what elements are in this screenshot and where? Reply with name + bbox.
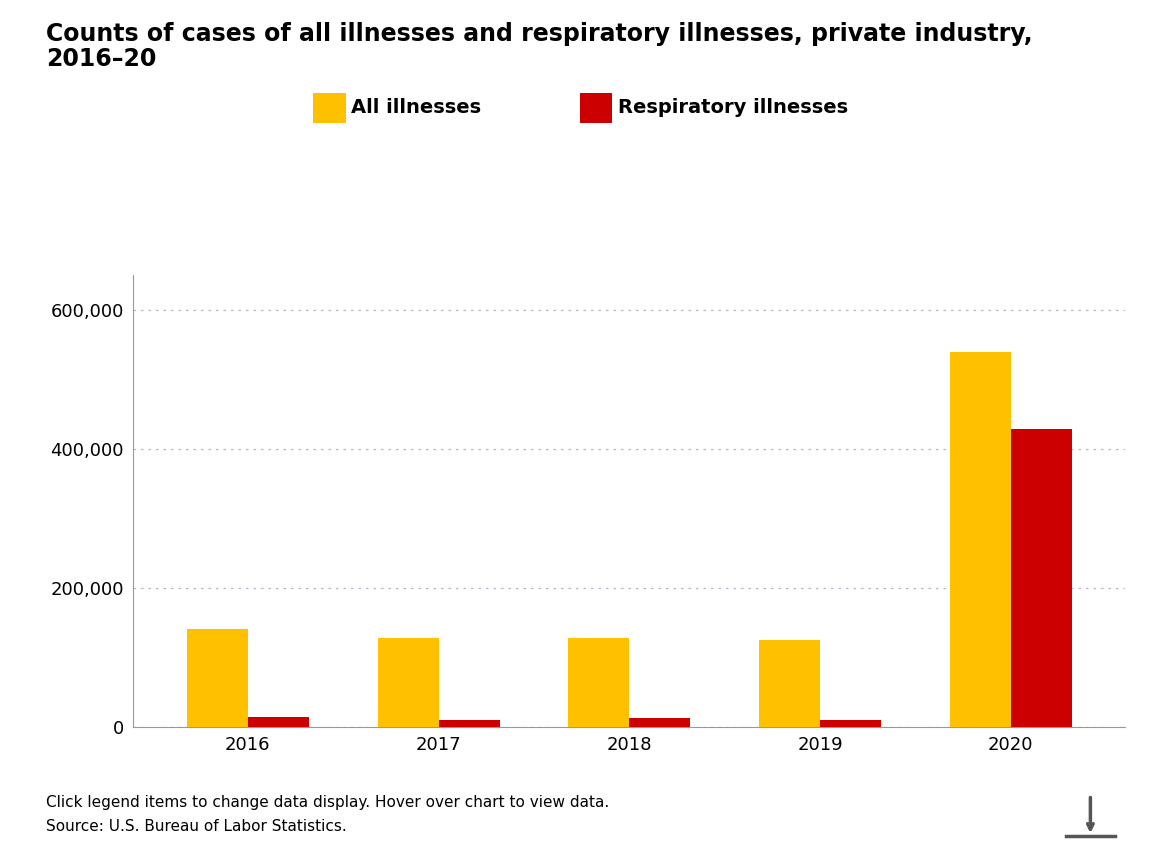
Text: All illnesses: All illnesses xyxy=(351,98,481,117)
Text: 2016–20: 2016–20 xyxy=(46,47,157,71)
Bar xyxy=(950,352,1010,727)
Bar xyxy=(187,629,248,727)
Bar xyxy=(438,721,500,727)
Bar xyxy=(630,718,690,727)
Bar xyxy=(759,640,820,727)
Text: Counts of cases of all illnesses and respiratory illnesses, private industry,: Counts of cases of all illnesses and res… xyxy=(46,22,1034,46)
Bar xyxy=(377,638,438,727)
Bar xyxy=(1010,429,1072,727)
Bar xyxy=(820,721,882,727)
Text: Source: U.S. Bureau of Labor Statistics.: Source: U.S. Bureau of Labor Statistics. xyxy=(46,819,347,833)
Bar xyxy=(248,717,309,727)
Text: Respiratory illnesses: Respiratory illnesses xyxy=(618,98,848,117)
Bar xyxy=(568,638,630,727)
Text: Click legend items to change data display. Hover over chart to view data.: Click legend items to change data displa… xyxy=(46,796,610,810)
